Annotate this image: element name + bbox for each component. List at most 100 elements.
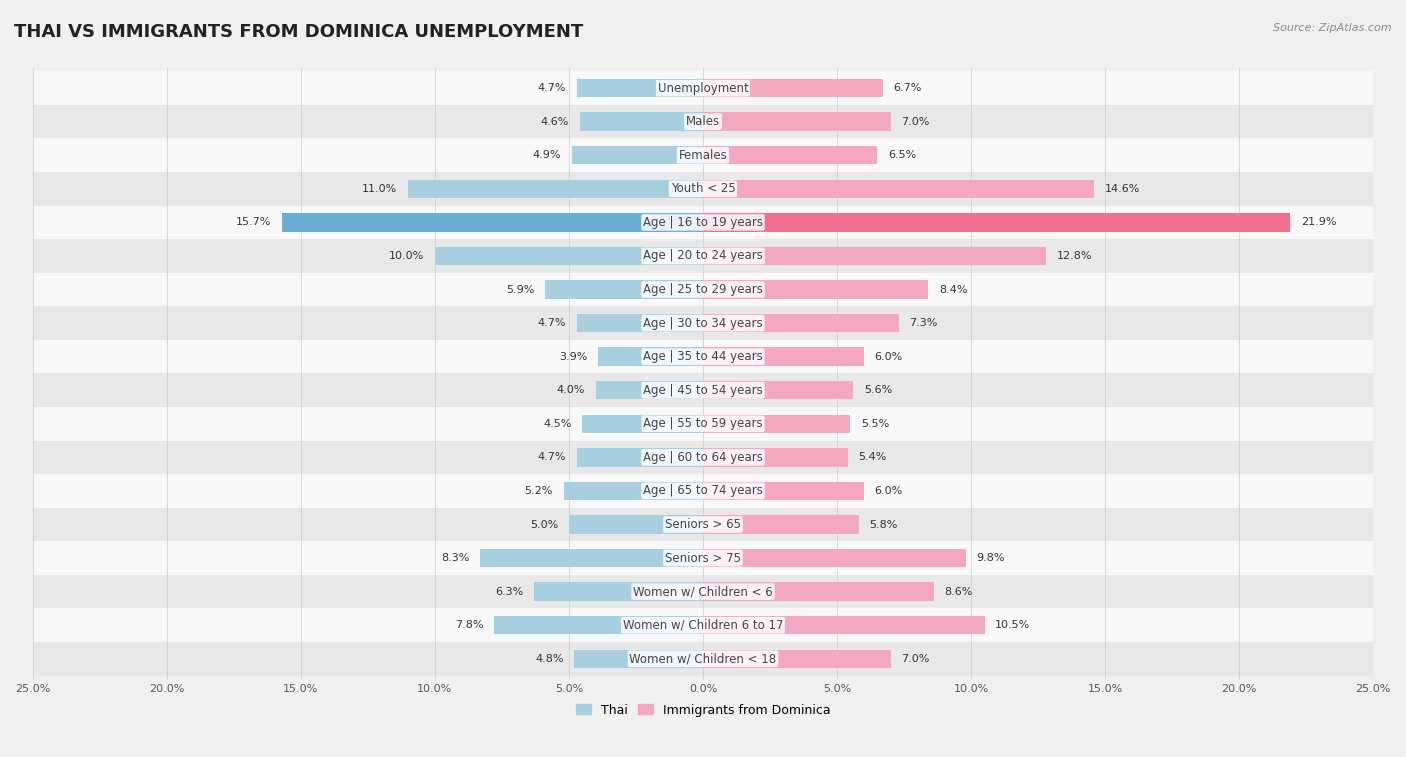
- Bar: [703, 582, 934, 601]
- Text: Youth < 25: Youth < 25: [671, 182, 735, 195]
- Bar: [703, 79, 883, 98]
- Text: Age | 65 to 74 years: Age | 65 to 74 years: [643, 484, 763, 497]
- Text: Age | 45 to 54 years: Age | 45 to 54 years: [643, 384, 763, 397]
- Bar: [703, 616, 984, 634]
- Text: THAI VS IMMIGRANTS FROM DOMINICA UNEMPLOYMENT: THAI VS IMMIGRANTS FROM DOMINICA UNEMPLO…: [14, 23, 583, 41]
- Bar: [703, 381, 853, 400]
- Bar: [703, 650, 890, 668]
- Text: 6.3%: 6.3%: [495, 587, 523, 597]
- Bar: [32, 172, 1374, 206]
- Text: Females: Females: [679, 149, 727, 162]
- Bar: [564, 481, 703, 500]
- Text: 9.8%: 9.8%: [977, 553, 1005, 563]
- Text: 4.7%: 4.7%: [537, 318, 567, 328]
- Text: 6.0%: 6.0%: [875, 352, 903, 362]
- Bar: [32, 239, 1374, 273]
- Text: Unemployment: Unemployment: [658, 82, 748, 95]
- Bar: [703, 347, 863, 366]
- Bar: [32, 609, 1374, 642]
- Text: Age | 16 to 19 years: Age | 16 to 19 years: [643, 216, 763, 229]
- Bar: [579, 113, 703, 131]
- Text: 3.9%: 3.9%: [560, 352, 588, 362]
- Bar: [544, 280, 703, 299]
- Bar: [703, 146, 877, 164]
- Bar: [703, 213, 1291, 232]
- Bar: [572, 146, 703, 164]
- Bar: [576, 79, 703, 98]
- Bar: [434, 247, 703, 265]
- Text: 4.0%: 4.0%: [557, 385, 585, 395]
- Text: Age | 30 to 34 years: Age | 30 to 34 years: [643, 316, 763, 329]
- Bar: [408, 179, 703, 198]
- Text: 5.6%: 5.6%: [863, 385, 893, 395]
- Text: 10.5%: 10.5%: [995, 620, 1031, 630]
- Text: 6.7%: 6.7%: [893, 83, 922, 93]
- Bar: [703, 314, 898, 332]
- Bar: [32, 307, 1374, 340]
- Text: Males: Males: [686, 115, 720, 128]
- Bar: [32, 474, 1374, 508]
- Text: 15.7%: 15.7%: [236, 217, 271, 227]
- Bar: [703, 415, 851, 433]
- Text: 4.7%: 4.7%: [537, 453, 567, 463]
- Text: 11.0%: 11.0%: [363, 184, 398, 194]
- Text: 5.5%: 5.5%: [862, 419, 890, 428]
- Bar: [599, 347, 703, 366]
- Text: 6.5%: 6.5%: [889, 150, 917, 160]
- Bar: [703, 516, 859, 534]
- Legend: Thai, Immigrants from Dominica: Thai, Immigrants from Dominica: [571, 699, 835, 721]
- Bar: [32, 340, 1374, 373]
- Bar: [32, 105, 1374, 139]
- Bar: [32, 71, 1374, 105]
- Text: Women w/ Children < 6: Women w/ Children < 6: [633, 585, 773, 598]
- Bar: [32, 373, 1374, 407]
- Bar: [703, 481, 863, 500]
- Text: 7.0%: 7.0%: [901, 654, 929, 664]
- Text: 21.9%: 21.9%: [1301, 217, 1337, 227]
- Text: Women w/ Children < 18: Women w/ Children < 18: [630, 653, 776, 665]
- Bar: [703, 448, 848, 466]
- Bar: [703, 247, 1046, 265]
- Text: Age | 60 to 64 years: Age | 60 to 64 years: [643, 451, 763, 464]
- Bar: [32, 139, 1374, 172]
- Text: 4.7%: 4.7%: [537, 83, 567, 93]
- Bar: [283, 213, 703, 232]
- Text: Age | 35 to 44 years: Age | 35 to 44 years: [643, 350, 763, 363]
- Text: 4.6%: 4.6%: [540, 117, 569, 126]
- Bar: [494, 616, 703, 634]
- Bar: [596, 381, 703, 400]
- Text: 7.0%: 7.0%: [901, 117, 929, 126]
- Bar: [569, 516, 703, 534]
- Text: Source: ZipAtlas.com: Source: ZipAtlas.com: [1274, 23, 1392, 33]
- Text: 8.3%: 8.3%: [441, 553, 470, 563]
- Text: 5.8%: 5.8%: [869, 519, 897, 529]
- Text: 4.8%: 4.8%: [536, 654, 564, 664]
- Bar: [481, 549, 703, 567]
- Text: 8.4%: 8.4%: [939, 285, 967, 294]
- Bar: [32, 206, 1374, 239]
- Text: Age | 55 to 59 years: Age | 55 to 59 years: [643, 417, 763, 430]
- Text: 8.6%: 8.6%: [945, 587, 973, 597]
- Text: 4.5%: 4.5%: [543, 419, 572, 428]
- Bar: [32, 642, 1374, 675]
- Bar: [576, 448, 703, 466]
- Text: 14.6%: 14.6%: [1105, 184, 1140, 194]
- Bar: [534, 582, 703, 601]
- Bar: [703, 549, 966, 567]
- Text: 5.4%: 5.4%: [859, 453, 887, 463]
- Text: 10.0%: 10.0%: [389, 251, 425, 261]
- Text: 7.3%: 7.3%: [910, 318, 938, 328]
- Text: 7.8%: 7.8%: [454, 620, 484, 630]
- Text: 5.9%: 5.9%: [506, 285, 534, 294]
- Bar: [703, 179, 1094, 198]
- Text: Seniors > 75: Seniors > 75: [665, 552, 741, 565]
- Bar: [32, 575, 1374, 609]
- Text: 5.2%: 5.2%: [524, 486, 553, 496]
- Text: 5.0%: 5.0%: [530, 519, 558, 529]
- Bar: [582, 415, 703, 433]
- Text: Women w/ Children 6 to 17: Women w/ Children 6 to 17: [623, 618, 783, 631]
- Bar: [703, 280, 928, 299]
- Bar: [32, 407, 1374, 441]
- Bar: [574, 650, 703, 668]
- Text: 12.8%: 12.8%: [1057, 251, 1092, 261]
